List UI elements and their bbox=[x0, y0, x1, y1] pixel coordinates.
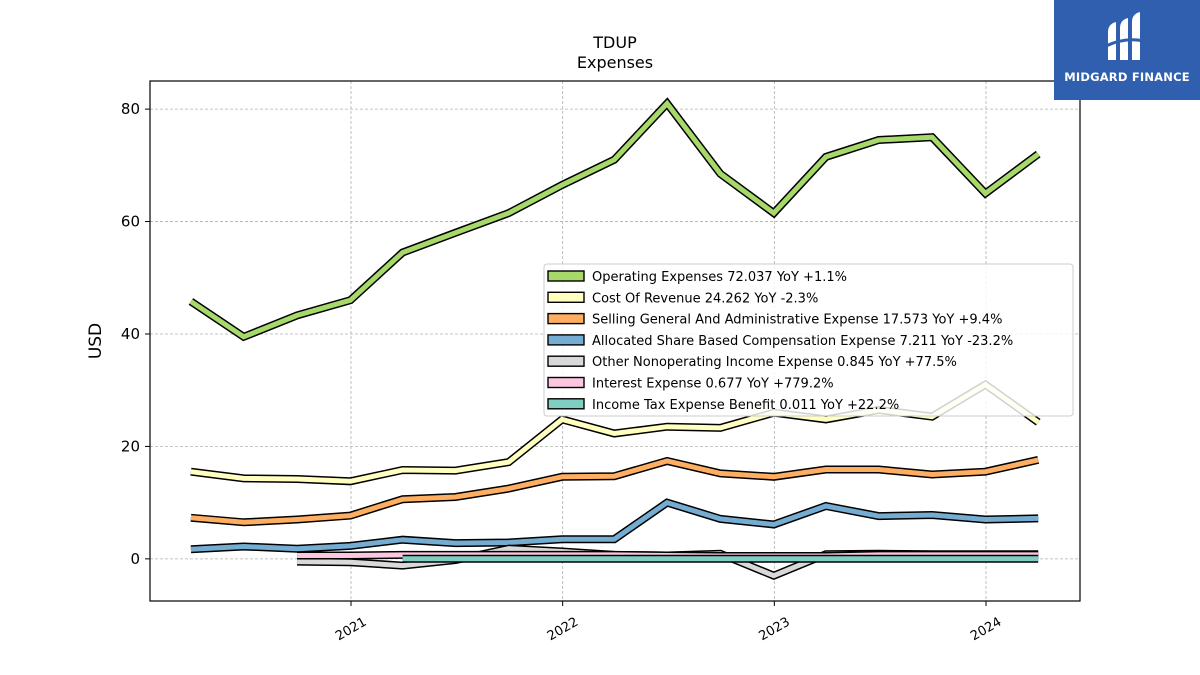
legend: Operating Expenses 72.037 YoY +1.1% Cost … bbox=[543, 263, 1074, 417]
chart-title: TDUP bbox=[592, 33, 637, 52]
legend-entry-2: Cost Of Revenue 24.262 YoY -2.3% bbox=[592, 291, 818, 306]
series-line-1 bbox=[188, 97, 1041, 342]
logo-text: MIDGARD FINANCE bbox=[1064, 70, 1190, 84]
legend-swatch bbox=[547, 312, 585, 325]
series-stroke bbox=[189, 99, 1040, 340]
y-tick-label: 0 bbox=[130, 550, 140, 568]
legend-swatch bbox=[547, 291, 585, 303]
series-lines bbox=[188, 97, 1041, 581]
x-tick-label: 2022 bbox=[545, 615, 581, 645]
legend-box bbox=[543, 263, 1074, 417]
x-tick-label: 2021 bbox=[333, 615, 369, 645]
legend-swatch bbox=[547, 398, 585, 410]
y-tick-label: 60 bbox=[121, 213, 140, 231]
series-outline bbox=[190, 498, 1039, 554]
legend-entry-5: Other Nonoperating Income Expense 0.845 … bbox=[592, 355, 957, 370]
series-line-3 bbox=[190, 455, 1040, 527]
legend-entry-3: Selling General And Administrative Expen… bbox=[592, 313, 1002, 328]
series-line-4 bbox=[190, 498, 1039, 554]
chart-subtitle: Expenses bbox=[577, 53, 653, 72]
y-tick-label: 80 bbox=[121, 100, 140, 118]
legend-entry-4: Allocated Share Based Compensation Expen… bbox=[592, 334, 1013, 349]
legend-entry-1: Operating Expenses 72.037 YoY +1.1% bbox=[592, 270, 847, 285]
y-axis-label: USD bbox=[86, 323, 106, 359]
y-tick-label: 20 bbox=[121, 437, 140, 455]
series-stroke bbox=[190, 499, 1039, 552]
legend-swatch bbox=[547, 270, 585, 282]
x-tick-label: 2023 bbox=[757, 615, 793, 645]
y-tick-label: 40 bbox=[121, 325, 140, 343]
legend-entry-6: Interest Expense 0.677 YoY +779.2% bbox=[592, 377, 834, 392]
legend-swatch bbox=[547, 376, 585, 389]
logo-mark-icon bbox=[1105, 12, 1149, 60]
legend-swatch bbox=[547, 355, 585, 367]
legend-swatch bbox=[547, 334, 585, 346]
x-tick-label: 2024 bbox=[968, 615, 1004, 645]
brand-logo: MIDGARD FINANCE bbox=[1054, 0, 1200, 100]
legend-entry-7: Income Tax Expense Benefit 0.011 YoY +22… bbox=[592, 398, 899, 413]
series-stroke bbox=[190, 457, 1039, 525]
plot-frame bbox=[149, 80, 1081, 602]
